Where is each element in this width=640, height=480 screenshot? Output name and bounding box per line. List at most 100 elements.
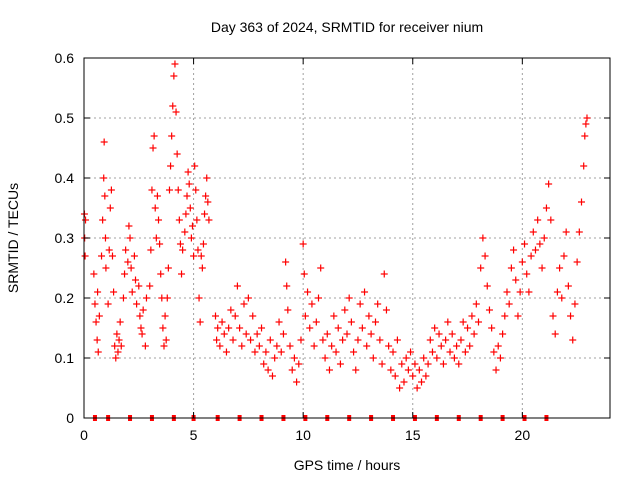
data-point	[264, 366, 272, 374]
data-point	[133, 300, 141, 308]
data-point	[371, 318, 379, 326]
data-point	[169, 102, 177, 110]
data-point	[339, 336, 347, 344]
data-point	[350, 348, 358, 356]
data-point	[332, 348, 340, 356]
data-point	[315, 294, 323, 302]
data-point	[312, 318, 320, 326]
data-point	[104, 300, 112, 308]
data-point	[418, 378, 426, 386]
y-tick-label: 0.6	[55, 50, 75, 66]
x-tick-label: 20	[515, 427, 531, 443]
y-tick-label: 0.4	[55, 170, 75, 186]
x-tick-label: 5	[190, 427, 198, 443]
data-point	[536, 240, 544, 248]
data-point	[94, 288, 102, 296]
data-point	[165, 186, 173, 194]
data-point	[137, 324, 145, 332]
data-point	[488, 324, 496, 332]
data-point	[213, 336, 221, 344]
data-point	[227, 306, 235, 314]
data-point	[319, 336, 327, 344]
data-point	[195, 294, 203, 302]
data-point	[389, 348, 397, 356]
data-point	[404, 366, 412, 374]
data-point	[330, 312, 338, 320]
data-point	[494, 342, 502, 350]
data-point	[113, 330, 121, 338]
data-point	[545, 180, 553, 188]
x-axis-label: GPS time / hours	[294, 457, 401, 473]
data-point	[444, 318, 452, 326]
data-point	[122, 246, 130, 254]
data-point	[266, 336, 274, 344]
data-point	[216, 342, 224, 350]
data-point	[286, 342, 294, 350]
data-point	[402, 354, 410, 362]
data-point	[428, 348, 436, 356]
data-point	[301, 312, 309, 320]
data-point	[475, 318, 482, 326]
data-point	[549, 312, 557, 320]
data-point	[380, 270, 388, 278]
data-point	[141, 342, 149, 350]
data-point	[149, 144, 157, 152]
data-point	[92, 318, 100, 326]
data-point	[374, 300, 382, 308]
data-point	[439, 360, 447, 368]
data-point	[81, 252, 89, 260]
data-point	[159, 324, 167, 332]
data-point	[431, 324, 439, 332]
data-point	[198, 264, 206, 272]
data-point	[277, 348, 285, 356]
data-point	[400, 378, 408, 386]
data-point	[251, 348, 259, 356]
data-point	[459, 318, 467, 326]
data-point	[470, 330, 478, 338]
data-point	[321, 354, 329, 362]
data-point	[510, 246, 518, 254]
data-point	[157, 270, 165, 278]
data-point	[220, 330, 228, 338]
data-point	[247, 336, 255, 344]
data-point	[163, 294, 171, 302]
data-point	[196, 318, 204, 326]
data-point	[167, 162, 175, 170]
data-point	[485, 306, 493, 314]
data-point	[222, 348, 230, 356]
plot-frame	[83, 57, 611, 419]
data-point	[422, 372, 430, 380]
x-tick-label: 0	[80, 427, 88, 443]
data-point	[328, 342, 336, 350]
data-point	[175, 216, 183, 224]
data-point	[317, 264, 325, 272]
data-point	[130, 252, 138, 260]
data-point	[461, 348, 469, 356]
data-point	[503, 288, 511, 296]
data-point	[323, 330, 331, 338]
data-point	[448, 330, 456, 338]
data-point	[225, 324, 233, 332]
data-point	[297, 336, 305, 344]
data-point	[111, 342, 119, 350]
data-point	[426, 336, 434, 344]
data-point	[168, 132, 176, 140]
data-point	[325, 366, 333, 374]
grid-layer	[84, 58, 610, 418]
data-point	[499, 330, 507, 338]
data-point	[161, 312, 169, 320]
data-point	[300, 270, 308, 278]
data-point	[204, 198, 212, 206]
data-point	[244, 294, 252, 302]
data-point	[531, 246, 539, 254]
data-point	[121, 270, 129, 278]
data-point	[99, 216, 107, 224]
data-point	[273, 342, 281, 350]
data-point	[512, 276, 520, 284]
data-point	[260, 360, 268, 368]
data-point	[108, 252, 116, 260]
chart-title: Day 363 of 2024, SRMTID for receiver niu…	[211, 19, 483, 35]
data-point	[102, 264, 110, 272]
data-point	[106, 204, 114, 212]
